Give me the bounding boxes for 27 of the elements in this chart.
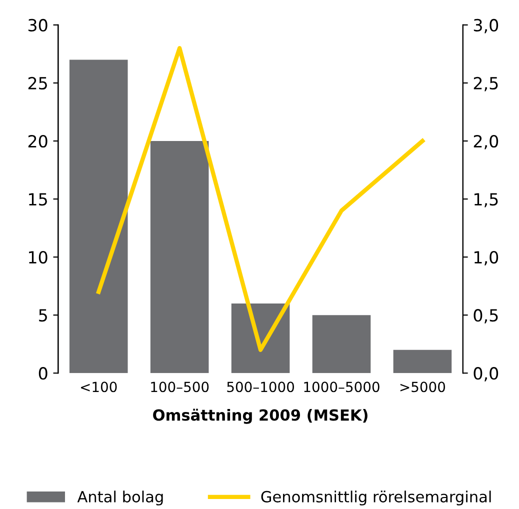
y-tick-label: 25: [28, 76, 47, 90]
y-tick-label: 20: [28, 134, 48, 148]
y-tick-label: 30: [28, 18, 48, 32]
y2-tick-label: 2,5: [474, 76, 498, 92]
y2-tick-label: 1,5: [474, 193, 498, 208]
y-tick-label: 5: [39, 309, 47, 322]
y-tick-label: 15: [29, 193, 47, 206]
x-tick-label: >5000: [400, 382, 446, 392]
y-tick-label: 0: [38, 367, 48, 380]
x-tick-label: 100–500: [151, 382, 209, 392]
bar: [69, 60, 128, 374]
y2-tick-label: 0,0: [474, 367, 498, 382]
bar: [393, 350, 452, 374]
legend-label: Antal bolag: [77, 490, 163, 506]
y2-tick-label: 3,0: [474, 18, 498, 34]
x-tick-label: <100: [81, 382, 117, 392]
legend-label: Genomsnittlig rörelsemarginal: [261, 490, 491, 506]
y-tick-label: 10: [29, 251, 48, 264]
bar: [150, 140, 209, 374]
y2-tick-label: 1,0: [474, 251, 498, 266]
y2-tick-label: 2,0: [474, 134, 498, 150]
bar: [312, 315, 371, 374]
x-tick-label: 500–1000: [227, 382, 294, 392]
x-axis-title: Omsättning 2009 (MSEK): [153, 408, 368, 424]
y2-tick-label: 0,5: [474, 309, 498, 324]
line-series: [96, 46, 425, 352]
x-tick-label: 1000–5000: [304, 382, 380, 392]
